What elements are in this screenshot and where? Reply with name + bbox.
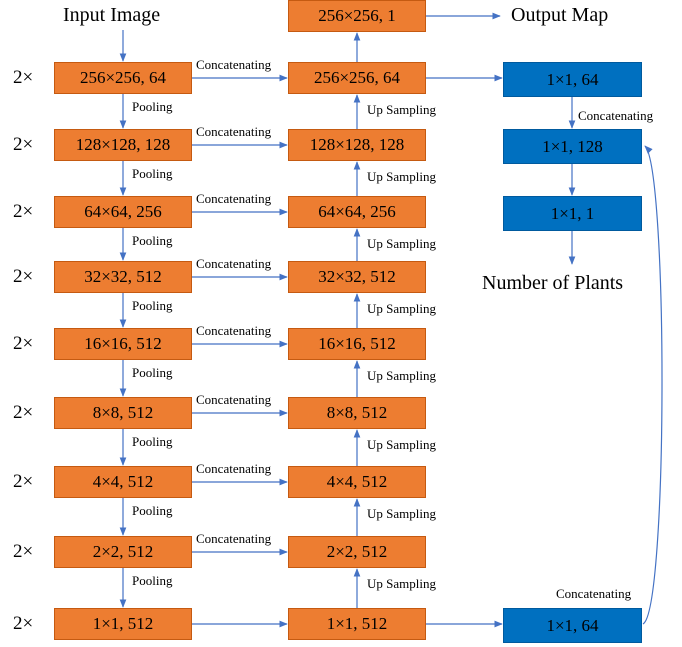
- repeat-label: 2×: [13, 266, 34, 287]
- repeat-label: 2×: [13, 613, 34, 634]
- input-image-title: Input Image: [63, 4, 161, 26]
- encoder-block: 64×64, 256: [54, 196, 192, 228]
- pooling-label: Pooling: [132, 99, 173, 114]
- up-sampling-label: Up Sampling: [367, 437, 436, 452]
- decoder-block: 32×32, 512: [288, 261, 426, 293]
- encoder-block: 8×8, 512: [54, 397, 192, 429]
- up-sampling-label: Up Sampling: [367, 576, 436, 591]
- repeat-label: 2×: [13, 333, 34, 354]
- encoder-block: 2×2, 512: [54, 536, 192, 568]
- counter-block: 1×1, 1: [503, 196, 642, 231]
- encoder-block: 1×1, 512: [54, 608, 192, 640]
- concatenating-label: Concatenating: [196, 392, 272, 407]
- up-sampling-label: Up Sampling: [367, 102, 436, 117]
- decoder-block: 16×16, 512: [288, 328, 426, 360]
- counter-block: 1×1, 64: [503, 608, 642, 643]
- repeat-label: 2×: [13, 201, 34, 222]
- output-block: 256×256, 1: [288, 0, 426, 32]
- concatenating-label: Concatenating: [196, 461, 272, 476]
- pooling-label: Pooling: [132, 298, 173, 313]
- concatenating-label: Concatenating: [196, 256, 272, 271]
- counter-block: 1×1, 128: [503, 129, 642, 164]
- concatenating-label: Concatenating: [196, 323, 272, 338]
- output-map-title: Output Map: [511, 4, 609, 26]
- decoder-block: 1×1, 512: [288, 608, 426, 640]
- up-sampling-label: Up Sampling: [367, 236, 436, 251]
- pooling-label: Pooling: [132, 503, 173, 518]
- up-sampling-label: Up Sampling: [367, 368, 436, 383]
- up-sampling-label: Up Sampling: [367, 506, 436, 521]
- concatenating-label: Concatenating: [196, 531, 272, 546]
- encoder-block: 4×4, 512: [54, 466, 192, 498]
- repeat-label: 2×: [13, 541, 34, 562]
- concatenating-label: Concatenating: [556, 586, 632, 601]
- concatenating-label: Concatenating: [196, 191, 272, 206]
- encoder-block: 32×32, 512: [54, 261, 192, 293]
- concatenating-curve-arrow: [642, 145, 663, 625]
- concatenating-label: Concatenating: [196, 124, 272, 139]
- decoder-block: 256×256, 64: [288, 62, 426, 94]
- pooling-label: Pooling: [132, 434, 173, 449]
- decoder-block: 2×2, 512: [288, 536, 426, 568]
- pooling-label: Pooling: [132, 233, 173, 248]
- repeat-label: 2×: [13, 67, 34, 88]
- encoder-block: 16×16, 512: [54, 328, 192, 360]
- number-of-plants-title: Number of Plants: [482, 272, 624, 294]
- repeat-label: 2×: [13, 402, 34, 423]
- counter-block: 1×1, 64: [503, 62, 642, 97]
- encoder-block: 128×128, 128: [54, 129, 192, 161]
- pooling-label: Pooling: [132, 365, 173, 380]
- decoder-block: 128×128, 128: [288, 129, 426, 161]
- encoder-block: 256×256, 64: [54, 62, 192, 94]
- pooling-label: Pooling: [132, 166, 173, 181]
- concatenating-label: Concatenating: [578, 108, 654, 123]
- up-sampling-label: Up Sampling: [367, 301, 436, 316]
- repeat-label: 2×: [13, 471, 34, 492]
- up-sampling-label: Up Sampling: [367, 169, 436, 184]
- decoder-block: 8×8, 512: [288, 397, 426, 429]
- pooling-label: Pooling: [132, 573, 173, 588]
- repeat-label: 2×: [13, 134, 34, 155]
- decoder-block: 4×4, 512: [288, 466, 426, 498]
- concatenating-label: Concatenating: [196, 57, 272, 72]
- decoder-block: 64×64, 256: [288, 196, 426, 228]
